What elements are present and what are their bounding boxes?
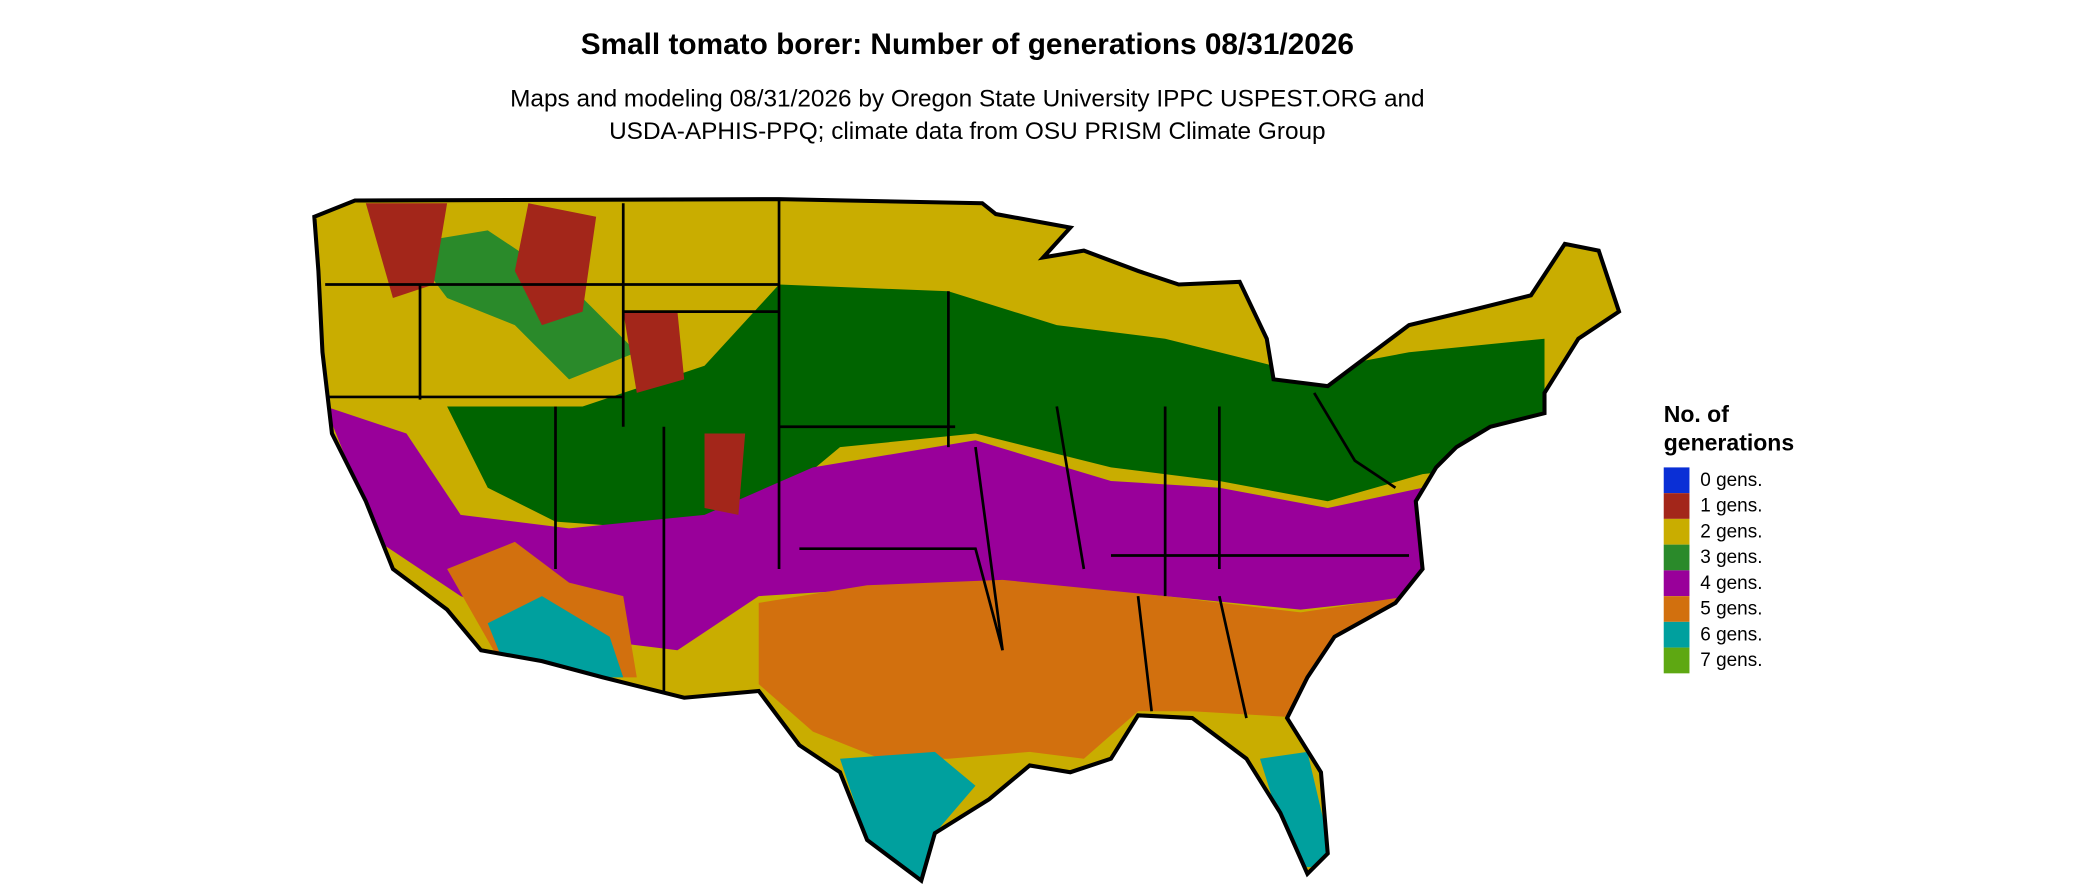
- legend: 0 gens. 1 gens. 2 gens. 3 gens. 4 gens. 5 gen…: [1663, 467, 1762, 674]
- region-4: [325, 406, 1423, 651]
- region-6: [1259, 751, 1335, 868]
- map-subtitle: USDA-APHIS-PPQ; climate data from OSU PR…: [609, 118, 1326, 145]
- legend-swatch: [1663, 647, 1690, 674]
- legend-swatch: [1663, 544, 1690, 571]
- legend-label: 3 gens.: [1700, 547, 1762, 568]
- legend-swatch: [1663, 596, 1690, 622]
- map-subtitle: Maps and modeling 08/31/2026 by Oregon S…: [510, 86, 1425, 113]
- region-3: [406, 230, 637, 380]
- legend-title: No. of: [1664, 401, 1730, 427]
- legend-label: 2 gens.: [1700, 521, 1762, 542]
- legend-label: 7 gens.: [1700, 650, 1762, 671]
- region-6: [840, 751, 976, 881]
- legend-swatch: [1663, 467, 1690, 494]
- map-title: Small tomato borer: Number of generation…: [581, 28, 1354, 61]
- legend-label: 4 gens.: [1700, 573, 1762, 594]
- legend-label: 5 gens.: [1700, 599, 1762, 620]
- legend-label: 1 gens.: [1700, 496, 1762, 517]
- state-borders: [325, 199, 1410, 719]
- region-1: [365, 203, 746, 515]
- legend-label: 6 gens.: [1700, 624, 1762, 645]
- legend-label: 0 gens.: [1700, 470, 1762, 491]
- legend-swatch: [1663, 518, 1690, 545]
- legend-title: generations: [1664, 429, 1794, 455]
- legend-swatch: [1663, 493, 1690, 519]
- legend-swatch: [1663, 621, 1690, 648]
- legend-swatch: [1663, 570, 1690, 597]
- map-fill: [314, 199, 1620, 881]
